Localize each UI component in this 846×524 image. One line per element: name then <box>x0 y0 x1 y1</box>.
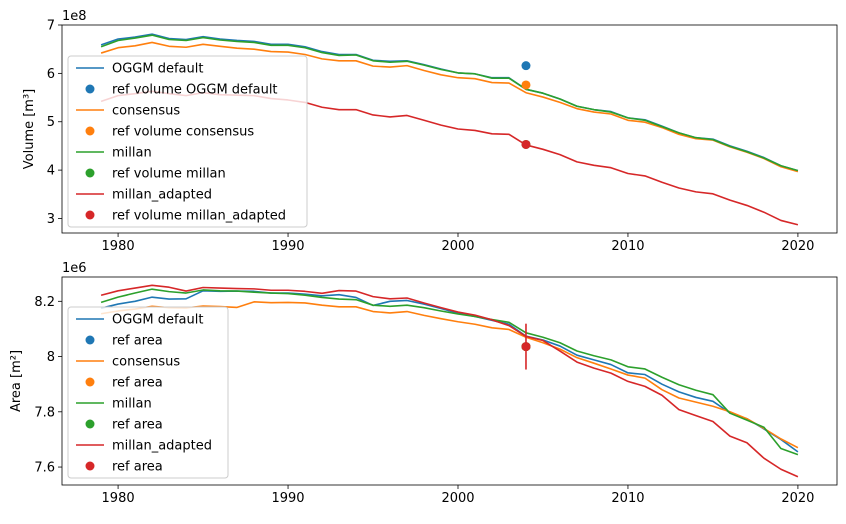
area-legend-label: ref area <box>112 334 163 349</box>
area-legend-label: consensus <box>112 355 180 370</box>
volume-y-tick-label: 7 <box>47 19 55 34</box>
volume-legend-marker-swatch <box>85 210 95 220</box>
volume-legend-marker-swatch <box>85 168 95 178</box>
volume-legend-label: OGGM default <box>112 62 203 77</box>
area-y-tick-label: 7.6 <box>34 461 55 476</box>
area-offset-text: 1e6 <box>62 261 87 276</box>
volume-legend-marker-swatch <box>85 126 95 136</box>
area-legend-label: OGGM default <box>112 313 203 328</box>
volume-legend-label: ref volume consensus <box>112 125 254 140</box>
area-series-line-consensus <box>100 301 799 449</box>
volume-legend-marker-swatch <box>85 84 95 94</box>
area-x-tick-label: 2000 <box>441 491 474 506</box>
area-legend-marker-swatch <box>85 461 95 471</box>
area-y-axis-label: Area [m²] <box>9 350 24 412</box>
area-legend-label: ref area <box>112 376 163 391</box>
area-legend-label: ref area <box>112 460 163 475</box>
area-ref-point-3 <box>521 342 531 352</box>
area-x-tick-label: 2010 <box>611 491 644 506</box>
volume-legend-label: millan <box>112 146 152 161</box>
area-axes-frame <box>61 276 838 486</box>
volume-y-axis-label: Volume [m³] <box>22 89 37 170</box>
volume-x-tick-label: 2000 <box>441 239 474 254</box>
area-y-tick-label: 8.2 <box>34 295 55 310</box>
volume-series-line-millan <box>100 34 799 172</box>
volume-legend-label: millan_adapted <box>112 188 212 203</box>
volume-axes-frame <box>61 24 838 234</box>
area-y-tick-label: 8 <box>47 350 55 365</box>
area-legend-label: ref area <box>112 418 163 433</box>
volume-y-tick-label: 3 <box>47 212 55 227</box>
volume-x-tick-label: 2020 <box>781 239 814 254</box>
area-y-tick-label: 7.8 <box>34 405 55 420</box>
volume-ref-point-0 <box>521 61 531 71</box>
volume-ref-point-3 <box>521 139 531 149</box>
area-x-tick-label: 2020 <box>781 491 814 506</box>
area-legend-marker-swatch <box>85 377 95 387</box>
volume-ref-point-1 <box>521 80 531 90</box>
area-legend-box <box>67 306 229 479</box>
volume-x-tick-label: 1980 <box>102 239 135 254</box>
volume-offset-text: 1e8 <box>62 9 87 24</box>
volume-x-tick-label: 2010 <box>611 239 644 254</box>
area-series-line-millan-adapted <box>100 284 799 478</box>
volume-plot: 1980 1990 2000 2010 2020 3 4 5 6 7 1e8 Volume [m³] O… <box>22 9 838 254</box>
volume-legend-box <box>67 55 308 228</box>
area-plot: 1980 1990 2000 2010 2020 7.6 7.8 8 8.2 1e6 Area [m… <box>9 261 838 506</box>
area-legend-marker-swatch <box>85 335 95 345</box>
volume-legend-label: ref volume OGGM default <box>112 83 278 98</box>
area-legend-label: millan <box>112 397 152 412</box>
volume-y-tick-label: 4 <box>47 164 55 179</box>
volume-series-line-consensus <box>100 41 799 173</box>
volume-x-tick-label: 1990 <box>271 239 304 254</box>
volume-legend-label: ref volume millan <box>112 167 226 182</box>
area-legend-marker-swatch <box>85 419 95 429</box>
volume-legend-label: consensus <box>112 104 180 119</box>
area-x-tick-label: 1990 <box>271 491 304 506</box>
volume-y-tick-label: 6 <box>47 67 55 82</box>
volume-legend-label: ref volume millan_adapted <box>112 209 286 224</box>
area-series-line-millan <box>100 288 799 456</box>
volume-y-tick-label: 5 <box>47 115 55 130</box>
area-legend-label: millan_adapted <box>112 439 212 454</box>
area-x-tick-label: 1980 <box>102 491 135 506</box>
